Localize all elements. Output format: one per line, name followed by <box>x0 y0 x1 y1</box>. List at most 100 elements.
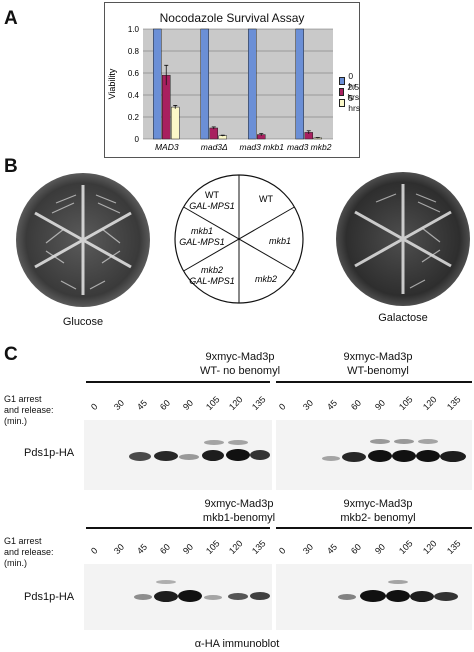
legend-swatch-5hrs <box>339 99 346 107</box>
blot-bottom-row-label: G1 arrest and release: (min.) <box>4 536 54 569</box>
y-tick-label: 0 <box>135 135 140 144</box>
survival-chart: Nocodazole Survival Assay 0 0.2 0.4 0.6 0.8 1… <box>104 2 360 158</box>
glucose-caption: Glucose <box>62 316 104 328</box>
lane-label: 45 <box>324 397 340 412</box>
bar <box>209 127 218 140</box>
y-axis-label: Viability <box>107 68 117 99</box>
blot2-rule <box>276 381 472 383</box>
chart-title: Nocodazole Survival Assay <box>159 11 305 25</box>
chart-plot: 0 0.2 0.4 0.6 0.8 1.0 MAD3 mad3Δ mad3 mkb1 mad3 … <box>107 25 333 152</box>
blot4-image <box>276 564 472 630</box>
lane-label: 60 <box>348 397 364 412</box>
sector-mkb1: mkb1 <box>269 236 291 246</box>
panel-letter-b: B <box>4 156 18 177</box>
blot2-title-line1: 9xmyc-Mad3p <box>343 351 413 363</box>
error-bar <box>173 105 178 109</box>
lane-label: 0 <box>88 401 100 412</box>
blot1-rule <box>86 381 270 383</box>
lane-label: 30 <box>300 541 316 556</box>
error-bar <box>315 137 320 139</box>
legend-item-2-5hrs: 2.5 hrs <box>339 82 362 102</box>
bar <box>171 106 180 140</box>
blot1-title-line2: WT- no benomyl <box>199 365 281 377</box>
row-label-line1: G1 arrest <box>4 536 42 546</box>
lane-label: 30 <box>111 397 127 412</box>
lane-label: 60 <box>157 541 173 556</box>
error-bar <box>259 133 264 136</box>
error-bar <box>306 130 311 135</box>
x-category-label: mad3 mkb2 <box>287 142 332 152</box>
lane-label: 45 <box>134 397 150 412</box>
lane-label: 45 <box>324 541 340 556</box>
galactose-streaks <box>354 184 452 294</box>
y-tick-label: 0.2 <box>128 113 140 122</box>
lane-label: 60 <box>348 541 364 556</box>
y-tick-label: 0.4 <box>128 91 140 100</box>
blot1-title: 9xmyc-Mad3p WT- no benomyl <box>174 350 306 378</box>
sector-wt-galmps1-line2: GAL-MPS1 <box>189 201 235 211</box>
lane-label: 0 <box>276 401 288 412</box>
blot-bottom-band-label: Pds1p-HA <box>24 591 75 603</box>
panel-letter-c: C <box>4 344 18 365</box>
lane-label: 120 <box>420 538 439 556</box>
error-bar <box>220 134 225 137</box>
bar <box>295 28 304 140</box>
sector-mkb2-galmps1-line2: GAL-MPS1 <box>189 276 235 286</box>
lane-label: 105 <box>396 538 415 556</box>
legend-swatch-0hr <box>339 77 346 85</box>
lane-label: 105 <box>203 538 222 556</box>
sector-mkb2: mkb2 <box>255 274 277 284</box>
row-label-line1: G1 arrest <box>4 394 42 404</box>
lane-label: 135 <box>249 394 268 412</box>
blot3-rule <box>86 527 270 529</box>
row-label-line2: and release: <box>4 405 54 415</box>
blot3-image <box>84 564 272 630</box>
row-label-line3: (min.) <box>4 558 27 568</box>
lane-label: 120 <box>226 538 245 556</box>
immunoblot-caption: α-HA immunoblot <box>194 638 280 650</box>
blot2-title-line2: WT-benomyl <box>347 365 409 377</box>
lane-label: 105 <box>203 394 222 412</box>
blot-top-band-label: Pds1p-HA <box>24 447 75 459</box>
lane-label: 135 <box>444 394 463 412</box>
y-tick-label: 1.0 <box>128 25 140 34</box>
blot4-title-line1: 9xmyc-Mad3p <box>343 498 413 510</box>
bar <box>153 28 162 140</box>
blot3-title-line1: 9xmyc-Mad3p <box>204 498 274 510</box>
lane-label: 120 <box>420 394 439 412</box>
bar <box>248 28 257 140</box>
blot1-image <box>84 420 272 490</box>
lane-label: 105 <box>396 394 415 412</box>
blot2-image <box>276 420 472 490</box>
legend-item-5hrs: 5 hrs <box>339 93 362 113</box>
lane-label: 135 <box>444 538 463 556</box>
y-tick-label: 0.8 <box>128 47 140 56</box>
legend-label: 0 hr <box>348 71 356 91</box>
blot3-title: 9xmyc-Mad3p mkb1-benomyl <box>164 497 314 525</box>
galactose-plate <box>336 172 470 306</box>
glucose-plate <box>16 173 150 307</box>
x-category-label: MAD3 <box>155 142 179 152</box>
sector-wt: WT <box>259 194 273 204</box>
lane-label: 90 <box>372 397 388 412</box>
legend-item-0hr: 0 hr <box>339 71 359 91</box>
lane-label: 0 <box>276 545 288 556</box>
blot4-title: 9xmyc-Mad3p mkb2- benomyl <box>306 497 450 525</box>
blot-top-row-label: G1 arrest and release: (min.) <box>4 394 54 427</box>
blot4-rule <box>276 527 472 529</box>
sector-mkb2-galmps1-line1: mkb2 <box>201 265 223 275</box>
error-bar <box>211 126 216 130</box>
blot4-title-line2: mkb2- benomyl <box>340 512 416 524</box>
lane-label: 90 <box>180 541 196 556</box>
glucose-streaks <box>34 185 132 295</box>
lane-label: 90 <box>372 541 388 556</box>
lane-label: 45 <box>134 541 150 556</box>
lane-label: 30 <box>111 541 127 556</box>
lane-label: 30 <box>300 397 316 412</box>
galactose-caption: Galactose <box>378 312 428 324</box>
lane-label: 120 <box>226 394 245 412</box>
sector-wt-galmps1-line1: WT <box>205 190 219 200</box>
blot3-title-line2: mkb1-benomyl <box>202 512 276 524</box>
lane-label: 60 <box>157 397 173 412</box>
row-label-line3: (min.) <box>4 416 27 426</box>
